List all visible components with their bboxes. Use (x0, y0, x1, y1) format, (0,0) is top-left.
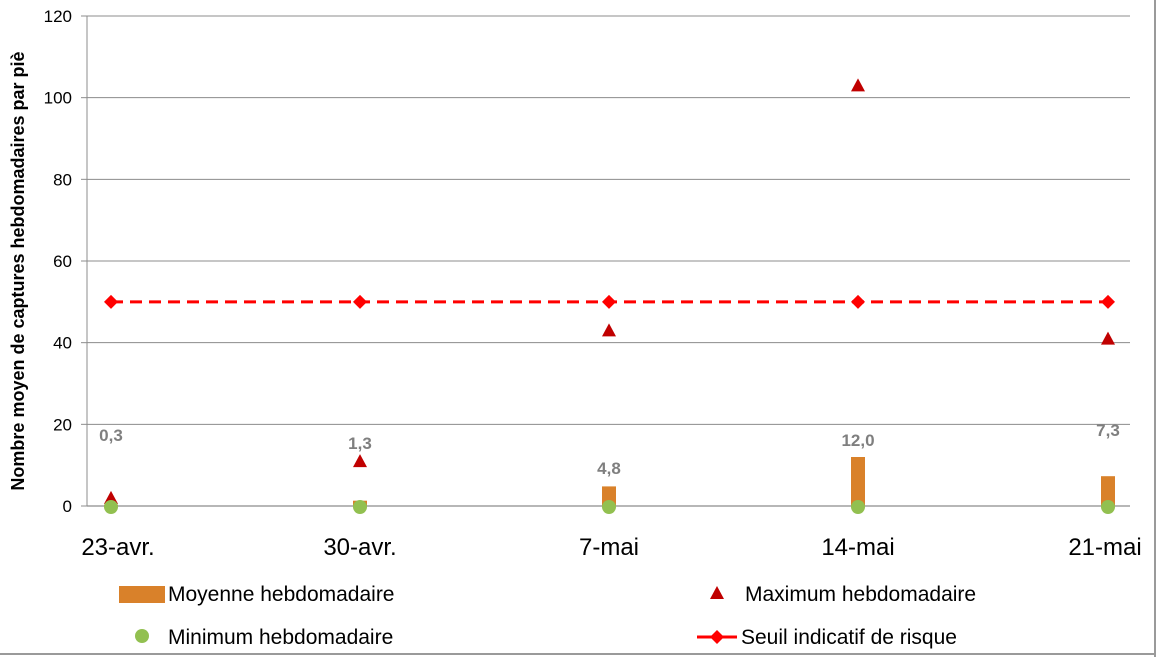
mean-data-label: 0,3 (99, 426, 123, 445)
y-axis-title: Nombre moyen de captures hebdomadaires p… (8, 51, 28, 490)
x-tick-label: 30-avr. (323, 534, 396, 561)
frame-border-right (1154, 0, 1156, 657)
threshold-diamond-marker (851, 294, 865, 309)
y-tick-label: 100 (44, 89, 72, 108)
x-tick-label: 23-avr. (81, 534, 154, 561)
y-tick-label: 80 (53, 170, 72, 189)
maximum-markers (104, 78, 1115, 504)
mean-data-labels: 0,3 1,3 4,8 12,0 7,3 (99, 421, 1120, 478)
legend: Moyenne hebdomadaire Maximum hebdomadaire… (119, 583, 976, 649)
gridlines (87, 15, 1130, 425)
x-tick-label: 14-mai (821, 534, 894, 561)
minimum-circle-marker (353, 500, 367, 514)
maximum-triangle-marker (602, 323, 616, 337)
mean-bar (1101, 476, 1115, 506)
y-tick-label: 40 (53, 334, 72, 353)
legend-swatch-max (710, 586, 724, 599)
threshold-line (104, 294, 1115, 309)
y-tick-label: 60 (53, 252, 72, 271)
mean-data-label: 4,8 (597, 459, 621, 478)
maximum-triangle-marker (353, 454, 367, 468)
maximum-triangle-marker (1101, 331, 1115, 345)
x-tick-label: 21-mai (1068, 534, 1141, 561)
minimum-circle-marker (104, 500, 118, 514)
threshold-diamond-marker (602, 294, 616, 309)
threshold-diamond-marker (353, 294, 367, 309)
threshold-diamond-marker (1101, 294, 1115, 309)
y-tick-label: 0 (63, 497, 72, 516)
legend-label-min: Minimum hebdomadaire (168, 626, 393, 649)
minimum-markers (104, 500, 1115, 514)
threshold-diamond-marker (104, 294, 118, 309)
maximum-triangle-marker (851, 78, 865, 92)
legend-swatch-mean (119, 586, 165, 603)
legend-label-threshold: Seuil indicatif de risque (741, 626, 957, 649)
minimum-circle-marker (602, 500, 616, 514)
y-tick-label: 20 (53, 415, 72, 434)
legend-label-mean: Moyenne hebdomadaire (168, 583, 395, 606)
mean-data-label: 12,0 (841, 431, 874, 450)
mean-data-label: 1,3 (348, 434, 372, 453)
legend-label-max: Maximum hebdomadaire (745, 583, 976, 606)
frame-border-bottom (0, 653, 1156, 655)
legend-swatch-min (135, 629, 149, 643)
legend-swatch-threshold-diamond (710, 630, 724, 644)
mean-data-label: 7,3 (1096, 421, 1120, 440)
minimum-circle-marker (851, 500, 865, 514)
y-tick-label: 120 (44, 7, 72, 26)
maximum-triangle-marker (104, 490, 118, 504)
x-tick-label: 7-mai (579, 534, 639, 561)
y-axis: 0 20 40 60 80 100 120 (44, 7, 88, 516)
minimum-circle-marker (1101, 500, 1115, 514)
x-axis: 23-avr. 30-avr. 7-mai 14-mai 21-mai (81, 505, 1142, 561)
mean-bar (851, 457, 865, 506)
